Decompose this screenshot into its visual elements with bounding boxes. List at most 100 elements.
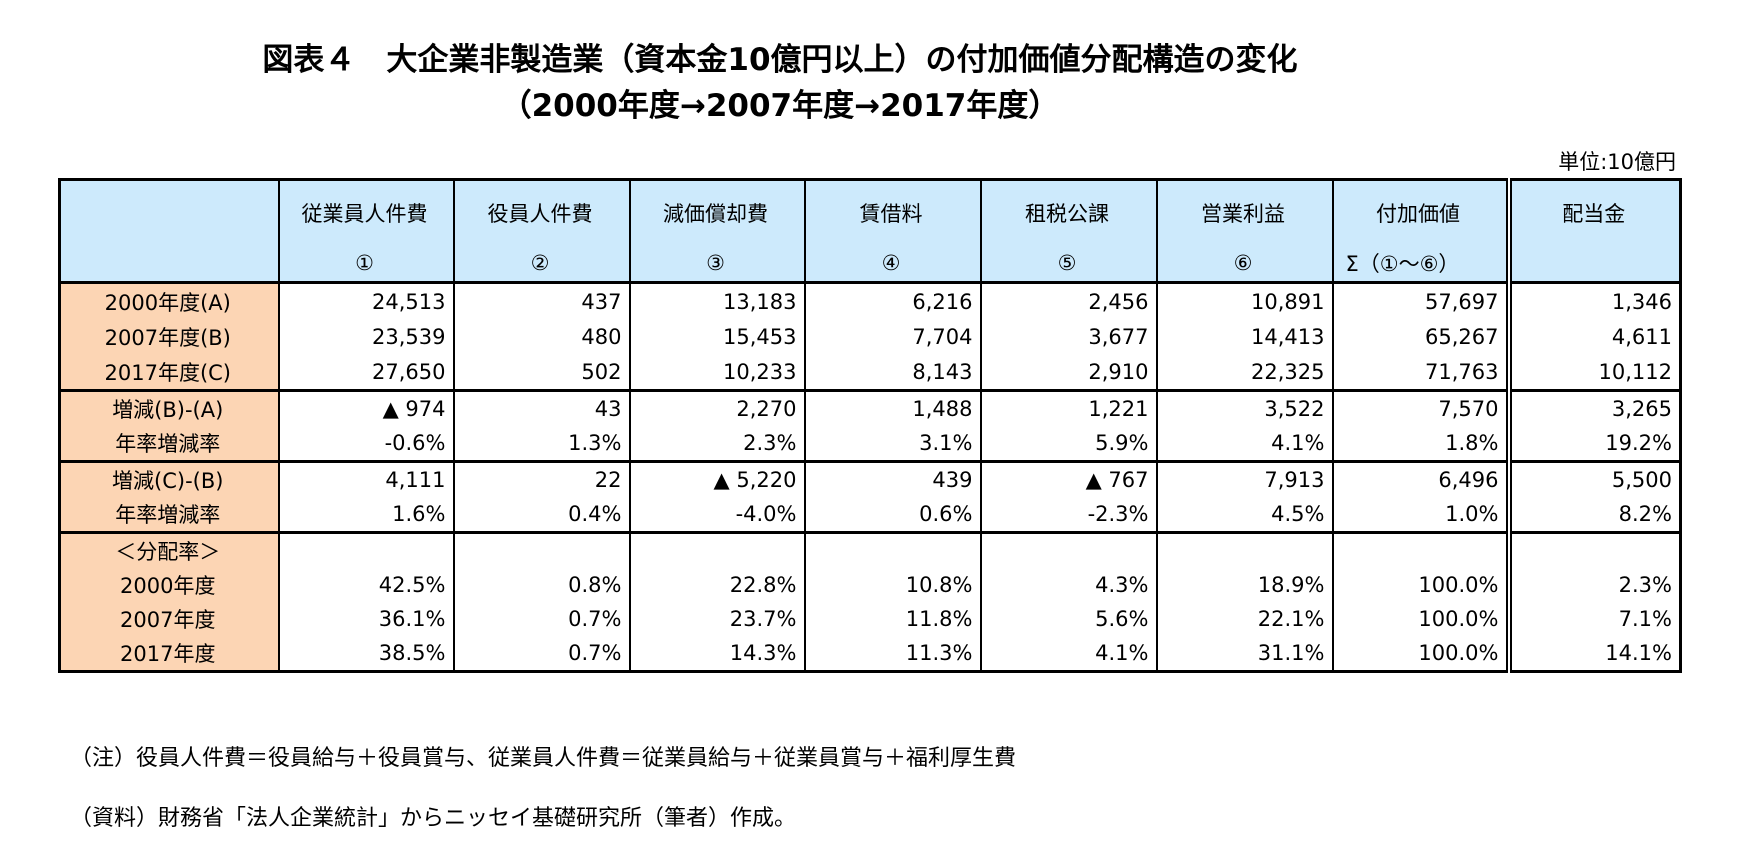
column-header-number: ② [452,245,631,283]
table-cell: 18.9% [1155,568,1334,602]
column-header-number: ⑤ [979,245,1158,283]
table-cell: 5.6% [979,602,1158,636]
table-cell: 11.8% [803,602,982,636]
table-cell [628,531,806,568]
table-cell: 100.0% [1331,636,1510,673]
table-cell: 3,522 [1155,389,1334,426]
table-cell: 1,346 [1505,281,1682,319]
row-label: 2000年度(A) [58,281,280,319]
table-cell: 480 [452,319,631,354]
table-cell: 0.7% [452,636,631,673]
table-cell: 4,111 [277,460,455,497]
table-cell: 23,539 [277,319,455,354]
table-cell: 71,763 [1331,354,1510,391]
table-cell: 2,910 [979,354,1158,391]
table-cell: 10,233 [628,354,806,391]
table-cell: 5,500 [1505,460,1682,497]
table-row: ＜分配率＞ [58,531,1682,568]
table-cell: 2,456 [979,281,1158,319]
column-header-number: ④ [803,245,982,283]
table-cell: 6,496 [1331,460,1510,497]
table-cell: 4,611 [1505,319,1682,354]
table-cell [1155,531,1334,568]
table-cell: 4.1% [979,636,1158,673]
row-label: 年率増減率 [58,497,280,533]
table-cell: 5.9% [979,426,1158,462]
table-cell [979,531,1158,568]
source-text: （資料）財務省「法人企業統計」からニッセイ基礎研究所（筆者）作成。 [70,806,797,831]
table-cell: 2.3% [628,426,806,462]
table-cell: 4.5% [1155,497,1334,533]
column-header-number: ⑥ [1155,245,1334,283]
row-label: 年率増減率 [58,426,280,462]
table-cell: -0.6% [277,426,455,462]
table-cell: 4.3% [979,568,1158,602]
table-cell: 36.1% [277,602,455,636]
table-cell: 10,112 [1505,354,1682,391]
table-cell: 1,488 [803,389,982,426]
column-header: 営業利益 [1155,178,1334,245]
header-corner-lower [58,245,280,283]
table-cell: 3.1% [803,426,982,462]
header-number-row: ① ② ③ ④ ⑤ ⑥ Σ（①～⑥） [58,245,1682,283]
header-row: 従業員人件費 役員人件費 減価償却費 賃借料 租税公課 営業利益 付加価値 配当金 [58,178,1682,245]
table-cell: 1,221 [979,389,1158,426]
table-cell: 0.6% [803,497,982,533]
column-header-number: ③ [628,245,806,283]
table-cell: 42.5% [277,568,455,602]
table-cell: 22,325 [1155,354,1334,391]
table-row: 2007年度 36.1% 0.7% 23.7% 11.8% 5.6% 22.1% 100.0%… [58,602,1682,636]
table-cell: 2,270 [628,389,806,426]
title-line-2: （2000年度→2007年度→2017年度） [500,88,1060,124]
table-cell: 6,216 [803,281,982,319]
table-cell: 2.3% [1505,568,1682,602]
table-cell: 1.6% [277,497,455,533]
table-row: 2000年度 42.5% 0.8% 22.8% 10.8% 4.3% 18.9% 100.0%… [58,568,1682,602]
title-line-1: 図表４ 大企業非製造業（資本金10億円以上）の付加価値分配構造の変化 [262,42,1298,78]
table-cell: 4.1% [1155,426,1334,462]
table-cell: 8.2% [1505,497,1682,533]
unit-label: 単位:10億円 [1558,150,1676,174]
row-label: 2000年度 [58,568,280,602]
table-cell: 437 [452,281,631,319]
table-cell: 439 [803,460,982,497]
table-cell: 0.7% [452,602,631,636]
table-cell: 7.1% [1505,602,1682,636]
table-cell: 13,183 [628,281,806,319]
column-header: 減価償却費 [628,178,806,245]
table-cell: 15,453 [628,319,806,354]
header-corner [58,178,280,245]
table-cell: 10.8% [803,568,982,602]
table-cell [1331,531,1510,568]
column-header: 役員人件費 [452,178,631,245]
row-label: 2017年度 [58,636,280,673]
table-cell: 7,704 [803,319,982,354]
data-table: 従業員人件費 役員人件費 減価償却費 賃借料 租税公課 営業利益 付加価値 配当金 ① ② ③ ④ ⑤ ⑥… [58,178,1682,673]
table-row: 2017年度 38.5% 0.7% 14.3% 11.3% 4.1% 31.1% 100.0%… [58,636,1682,673]
table-cell: 3,677 [979,319,1158,354]
column-header-number [1505,245,1682,283]
row-label: ＜分配率＞ [58,531,280,568]
table-cell: 57,697 [1331,281,1510,319]
table-row: 2007年度(B) 23,539 480 15,453 7,704 3,677 14,413… [58,319,1682,354]
table-cell: 65,267 [1331,319,1510,354]
row-label: 2007年度(B) [58,319,280,354]
table-cell: 1.0% [1331,497,1510,533]
table-cell [277,531,455,568]
table-cell: 22 [452,460,631,497]
column-header: 付加価値 [1331,178,1510,245]
table-cell: 14.3% [628,636,806,673]
table-row: 増減(B)-(A) ▲ 974 43 2,270 1,488 1,221 3,522 7,57… [58,389,1682,426]
table-cell: 7,913 [1155,460,1334,497]
table-cell: 27,650 [277,354,455,391]
column-header: 配当金 [1505,178,1682,245]
table-cell: 11.3% [803,636,982,673]
table-cell: -2.3% [979,497,1158,533]
table-row: 2000年度(A) 24,513 437 13,183 6,216 2,456 10,891… [58,281,1682,319]
table-cell: 1.8% [1331,426,1510,462]
row-label: 2017年度(C) [58,354,280,391]
table-cell: 43 [452,389,631,426]
table-cell: ▲ 767 [979,460,1158,497]
column-header-number: Σ（①～⑥） [1331,245,1510,283]
table-row: 年率増減率 1.6% 0.4% -4.0% 0.6% -2.3% 4.5% 1.0% 8.2% [58,497,1682,533]
